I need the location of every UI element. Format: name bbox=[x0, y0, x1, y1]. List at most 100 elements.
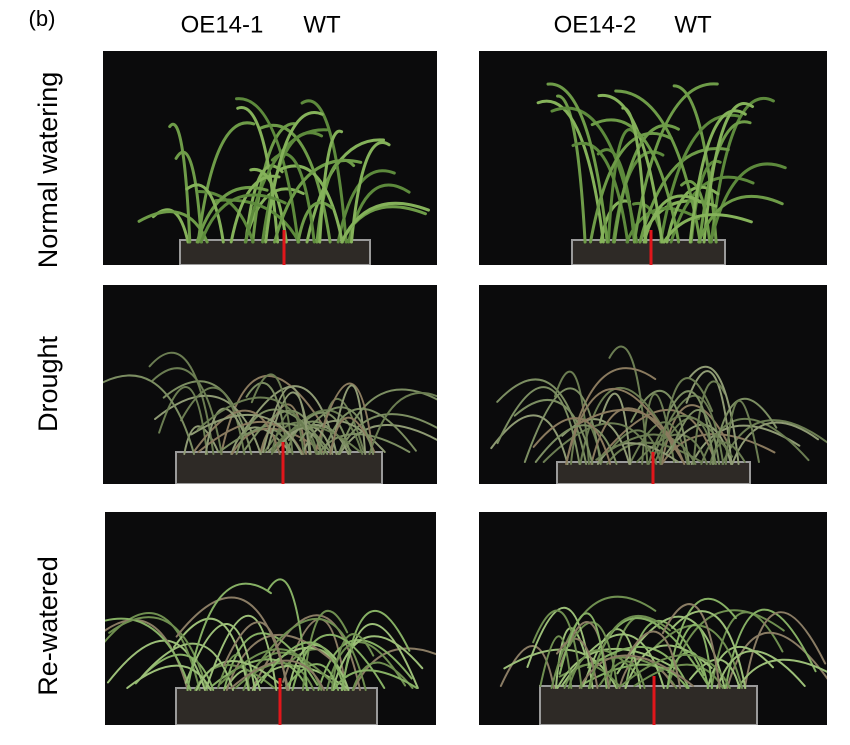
grass-blade bbox=[245, 381, 289, 455]
grass-blade bbox=[716, 649, 806, 689]
grass-blade bbox=[539, 635, 573, 689]
grass-blade bbox=[662, 213, 753, 244]
grass-blade bbox=[496, 386, 581, 465]
grass-blade bbox=[588, 614, 671, 689]
grass-blade bbox=[196, 121, 256, 244]
grass-blade bbox=[606, 128, 638, 244]
grass-blade bbox=[608, 345, 649, 465]
photo bbox=[105, 512, 436, 725]
grass-blade bbox=[137, 210, 209, 244]
grass-blade bbox=[195, 185, 269, 244]
grass-blade bbox=[610, 429, 662, 465]
pot bbox=[539, 685, 758, 725]
row-label: Normal watering bbox=[33, 72, 63, 269]
grass-blade bbox=[731, 421, 820, 465]
grass-blade bbox=[550, 595, 657, 689]
grass-blade bbox=[625, 206, 701, 244]
grass-blade bbox=[692, 380, 726, 465]
grass-blade bbox=[576, 409, 686, 465]
grass-blade bbox=[638, 147, 730, 244]
grass-blade bbox=[105, 612, 201, 691]
grass-blade bbox=[671, 610, 747, 689]
grass-blade bbox=[546, 82, 609, 244]
grass-blade bbox=[184, 623, 256, 691]
grass-blade bbox=[195, 660, 283, 691]
grass-blade bbox=[532, 417, 612, 465]
grass-blade bbox=[571, 141, 630, 244]
grass-blade bbox=[596, 442, 680, 465]
row-label: Re-watered bbox=[33, 556, 63, 696]
grass-blade bbox=[141, 642, 234, 691]
pot bbox=[175, 451, 383, 484]
grass-blade bbox=[612, 123, 680, 244]
grass-blade bbox=[647, 414, 734, 465]
grass-blade bbox=[261, 131, 324, 244]
grass-blade bbox=[578, 654, 695, 689]
grass-blade bbox=[287, 643, 339, 691]
background bbox=[103, 51, 437, 265]
grass-blade bbox=[351, 661, 414, 691]
column-label: OE14-2 bbox=[554, 11, 637, 38]
grass-blade bbox=[255, 617, 367, 691]
grass-blade bbox=[330, 633, 375, 691]
grass-blade bbox=[526, 606, 594, 689]
grass-blade bbox=[558, 612, 608, 689]
grass-blade bbox=[642, 194, 702, 244]
grass-blade bbox=[630, 389, 691, 465]
grass-blade bbox=[532, 609, 583, 689]
column-label: WT bbox=[674, 11, 712, 38]
photo-content bbox=[479, 512, 827, 725]
grass-blade bbox=[555, 94, 587, 244]
grass-blade bbox=[678, 623, 714, 689]
grass-blade bbox=[337, 413, 437, 455]
grass-blade bbox=[180, 386, 246, 455]
grass-blade bbox=[249, 168, 288, 244]
grass-blade bbox=[263, 421, 319, 455]
grass-blade bbox=[667, 650, 710, 689]
grass-blade bbox=[168, 123, 192, 244]
grass-blade bbox=[660, 404, 730, 465]
grass-blade bbox=[332, 669, 418, 691]
grass-blade bbox=[669, 175, 755, 244]
grass-blade bbox=[632, 82, 719, 244]
grass-blade bbox=[702, 102, 755, 244]
grass-blade bbox=[513, 399, 594, 465]
grass-blade bbox=[590, 118, 681, 244]
grass-blade bbox=[273, 158, 363, 244]
grass-blade bbox=[341, 609, 411, 691]
grass-blade bbox=[251, 122, 298, 244]
grass-blade bbox=[284, 663, 340, 691]
grass-blade bbox=[222, 621, 289, 691]
grass-blade bbox=[349, 141, 391, 244]
grass-blade bbox=[633, 663, 724, 689]
grass-blade bbox=[553, 370, 590, 465]
grass-blade bbox=[669, 408, 721, 465]
grass-blade bbox=[697, 194, 784, 244]
grass-blade bbox=[709, 162, 787, 244]
grass-blade bbox=[523, 387, 602, 465]
photo bbox=[479, 285, 827, 484]
grass-blade bbox=[185, 183, 225, 244]
photo-content bbox=[103, 51, 437, 265]
column-label: WT bbox=[303, 11, 341, 38]
grass-blade bbox=[174, 150, 204, 244]
grass-blade bbox=[277, 164, 344, 244]
grass-blade bbox=[230, 659, 325, 691]
grass-blade bbox=[126, 664, 212, 691]
photo bbox=[103, 51, 437, 265]
grass-blade bbox=[659, 377, 714, 465]
photo bbox=[103, 285, 437, 484]
grass-blade bbox=[199, 193, 287, 244]
grass-blade bbox=[534, 424, 618, 465]
grass-blade bbox=[250, 373, 294, 455]
grass-blade bbox=[314, 382, 375, 455]
grass-blade bbox=[661, 603, 721, 689]
grass-blade bbox=[108, 616, 209, 691]
photo-content bbox=[105, 512, 436, 725]
grass-blade bbox=[223, 632, 319, 691]
grass-blade bbox=[700, 417, 810, 465]
grass-blade bbox=[301, 610, 349, 691]
grass-blade bbox=[667, 390, 715, 465]
grass-blade bbox=[685, 370, 733, 465]
